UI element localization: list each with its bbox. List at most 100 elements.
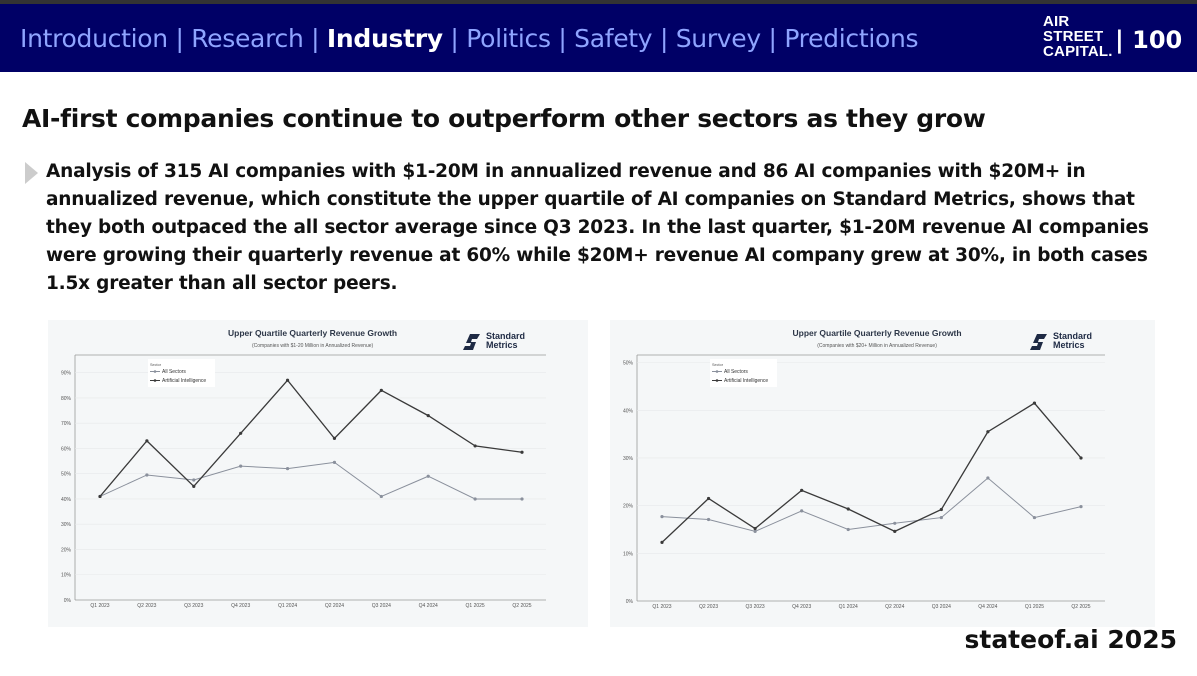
x-tick-label: Q3 2023: [184, 603, 203, 609]
legend-marker: [153, 379, 157, 382]
bullet-arrow-icon: [25, 162, 38, 184]
series-line-all-sectors: [661, 477, 1082, 532]
brand-line: Standard: [486, 331, 525, 341]
legend-label: All Sectors: [162, 369, 186, 375]
brand-line: Metrics: [1053, 340, 1085, 350]
legend-label: All Sectors: [724, 369, 748, 375]
chart-title: Upper Quartile Quarterly Revenue Growth: [228, 328, 397, 338]
x-tick-label: Q4 2024: [978, 604, 997, 610]
data-point: [332, 460, 337, 464]
legend-title: Sector: [712, 363, 724, 367]
nav-tab-industry[interactable]: Industry: [326, 24, 443, 53]
data-point: [939, 515, 943, 520]
y-tick-label: 30%: [623, 456, 634, 462]
logo-line: AIR: [1043, 13, 1070, 30]
data-point: [939, 507, 943, 512]
legend-box: [710, 359, 777, 387]
y-tick-label: 90%: [61, 371, 72, 377]
x-tick-label: Q4 2023: [792, 604, 811, 610]
chart-svg: Upper Quartile Quarterly Revenue Growth (…: [623, 328, 1105, 610]
data-point: [660, 540, 664, 544]
legend-label: Artificial Intelligence: [724, 378, 768, 384]
data-point: [706, 496, 711, 501]
x-tick-label: Q2 2023: [137, 603, 156, 609]
data-point: [192, 478, 196, 482]
chart-svg: Upper Quartile Quarterly Revenue Growth (…: [61, 328, 546, 609]
air-street-capital-logo: AIR STREET CAPITAL.: [1043, 14, 1113, 59]
data-point: [893, 521, 897, 525]
y-tick-label: 20%: [61, 547, 72, 553]
data-point: [520, 497, 524, 501]
header-bar: Introduction | Research | Industry | Pol…: [0, 4, 1197, 72]
nav-separator: |: [167, 24, 192, 53]
legend-marker: [715, 370, 719, 373]
x-tick-label: Q1 2025: [1025, 604, 1044, 610]
data-point: [1079, 456, 1083, 460]
x-tick-label: Q4 2023: [231, 603, 250, 609]
data-point: [145, 473, 149, 477]
nav-tab-predictions[interactable]: Predictions: [784, 24, 919, 53]
data-point: [239, 464, 243, 468]
chart-20m-plus: Upper Quartile Quarterly Revenue Growth (…: [610, 320, 1155, 627]
x-tick-label: Q2 2023: [699, 604, 718, 610]
nav-separator: |: [652, 24, 676, 53]
logo-line: CAPITAL.: [1043, 43, 1113, 60]
x-tick-label: Q3 2024: [932, 604, 951, 610]
x-tick-label: Q3 2023: [746, 604, 765, 610]
x-tick-label: Q2 2024: [325, 603, 344, 609]
data-point: [753, 529, 757, 533]
series-line-ai: [661, 402, 1082, 543]
data-point: [473, 497, 477, 501]
page-number: | 100: [1115, 26, 1183, 54]
nav-tab-politics[interactable]: Politics: [466, 24, 551, 53]
chart-subtitle: (Companies with $20+ Million in Annualiz…: [817, 343, 937, 349]
y-tick-label: 0%: [626, 599, 634, 605]
brand-line: Metrics: [486, 340, 518, 350]
nav-tab-introduction[interactable]: Introduction: [20, 24, 168, 53]
nav-tab-safety[interactable]: Safety: [574, 24, 653, 53]
data-point: [1032, 401, 1037, 405]
x-tick-label: Q4 2024: [419, 603, 438, 609]
data-point: [239, 431, 243, 435]
data-point: [285, 467, 290, 471]
nav-separator: |: [303, 24, 327, 53]
data-point: [986, 430, 990, 434]
x-tick-label: Q2 2024: [885, 604, 904, 610]
series-line-ai: [99, 379, 523, 497]
data-point: [426, 414, 430, 418]
window-top-strip: [0, 0, 1197, 4]
y-tick-label: 10%: [61, 573, 72, 579]
nav-tab-research[interactable]: Research: [191, 24, 304, 53]
y-tick-label: 10%: [623, 551, 634, 557]
chart-1-20m: Upper Quartile Quarterly Revenue Growth (…: [48, 320, 588, 627]
slide-title: AI-first companies continue to outperfor…: [22, 104, 986, 133]
x-tick-label: Q1 2023: [652, 604, 671, 610]
y-tick-label: 60%: [61, 446, 72, 452]
data-point: [1079, 505, 1083, 509]
y-tick-label: 30%: [61, 522, 72, 528]
data-point: [426, 474, 430, 478]
legend-title: Sector: [150, 363, 162, 367]
footer-source: stateof.ai 2025: [964, 625, 1177, 654]
x-tick-label: Q1 2024: [839, 604, 858, 610]
data-point: [192, 484, 196, 488]
x-tick-label: Q1 2025: [466, 603, 485, 609]
y-tick-label: 80%: [61, 396, 72, 402]
data-point: [473, 444, 477, 448]
x-tick-label: Q2 2025: [1071, 604, 1090, 610]
y-tick-label: 20%: [623, 504, 634, 510]
y-tick-label: 50%: [61, 472, 72, 478]
chart-subtitle: (Companies with $1-20 Million in Annuali…: [252, 343, 374, 349]
x-tick-label: Q2 2025: [512, 603, 531, 609]
y-tick-label: 50%: [623, 361, 634, 367]
legend-label: Artificial Intelligence: [162, 378, 206, 384]
data-point: [332, 436, 337, 440]
nav-separator: |: [442, 24, 467, 53]
legend-box: [148, 359, 215, 387]
data-point: [379, 494, 383, 499]
nav-tab-survey[interactable]: Survey: [675, 24, 761, 53]
data-point: [846, 507, 850, 511]
standard-metrics-logo-icon: [463, 334, 480, 350]
data-point: [1032, 515, 1037, 520]
standard-metrics-logo-icon: [1030, 334, 1047, 350]
